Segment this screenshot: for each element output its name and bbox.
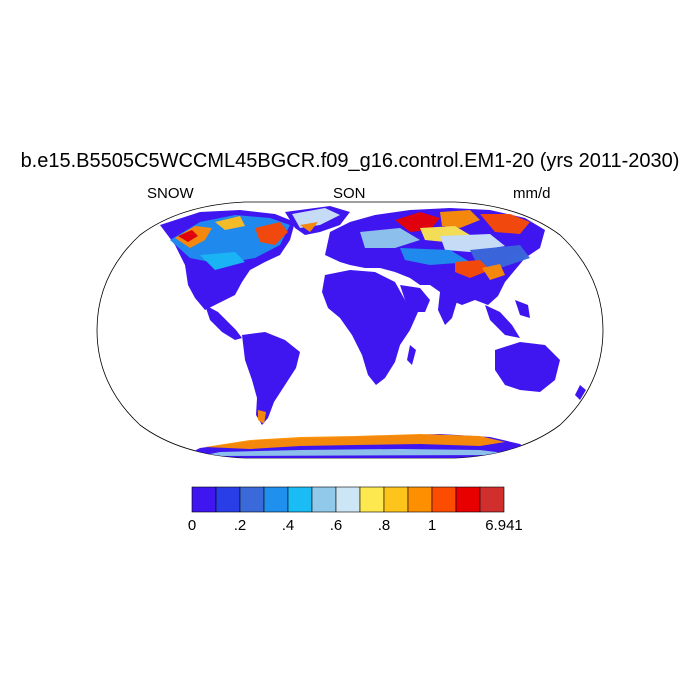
colorbar-swatch	[287, 486, 313, 513]
colorbar-tick-label: 6.941	[485, 517, 523, 534]
variable-label: SNOW	[147, 185, 194, 202]
madagascar	[407, 345, 416, 365]
colorbar-swatch	[311, 486, 337, 513]
colorbar-swatch	[383, 486, 409, 513]
colorbar-swatch	[479, 486, 505, 513]
south-america	[242, 332, 300, 425]
colorbar-tick-label: .2	[234, 517, 247, 534]
colorbar: 0 .2 .4 .6 .8 1 6.941	[188, 486, 523, 534]
colorbar-swatch	[215, 486, 241, 513]
colorbar-swatch	[335, 486, 361, 513]
colorbar-swatch	[455, 486, 481, 513]
season-label: SON	[333, 185, 366, 202]
colorbar-swatch	[407, 486, 433, 513]
se-asia	[485, 300, 530, 338]
snow-field	[170, 208, 530, 456]
colorbar-tick-label: 0	[188, 517, 196, 534]
new-zealand	[575, 385, 586, 400]
central-america	[205, 305, 242, 340]
colorbar-tick-label: .8	[378, 517, 391, 534]
arabia-india	[400, 285, 458, 325]
colorbar-swatch	[239, 486, 265, 513]
units-label: mm/d	[513, 185, 551, 202]
colorbar-tick-label: .6	[330, 517, 343, 534]
colorbar-swatch	[263, 486, 289, 513]
australia	[495, 342, 560, 392]
colorbar-swatch	[191, 486, 217, 513]
colorbar-swatch	[359, 486, 385, 513]
plot-title: b.e15.B5505C5WCCML45BGCR.f09_g16.control…	[20, 150, 680, 172]
colorbar-tick-label: 1	[428, 517, 436, 534]
africa	[322, 270, 418, 385]
colorbar-tick-label: .4	[282, 517, 295, 534]
colorbar-swatch	[431, 486, 457, 513]
